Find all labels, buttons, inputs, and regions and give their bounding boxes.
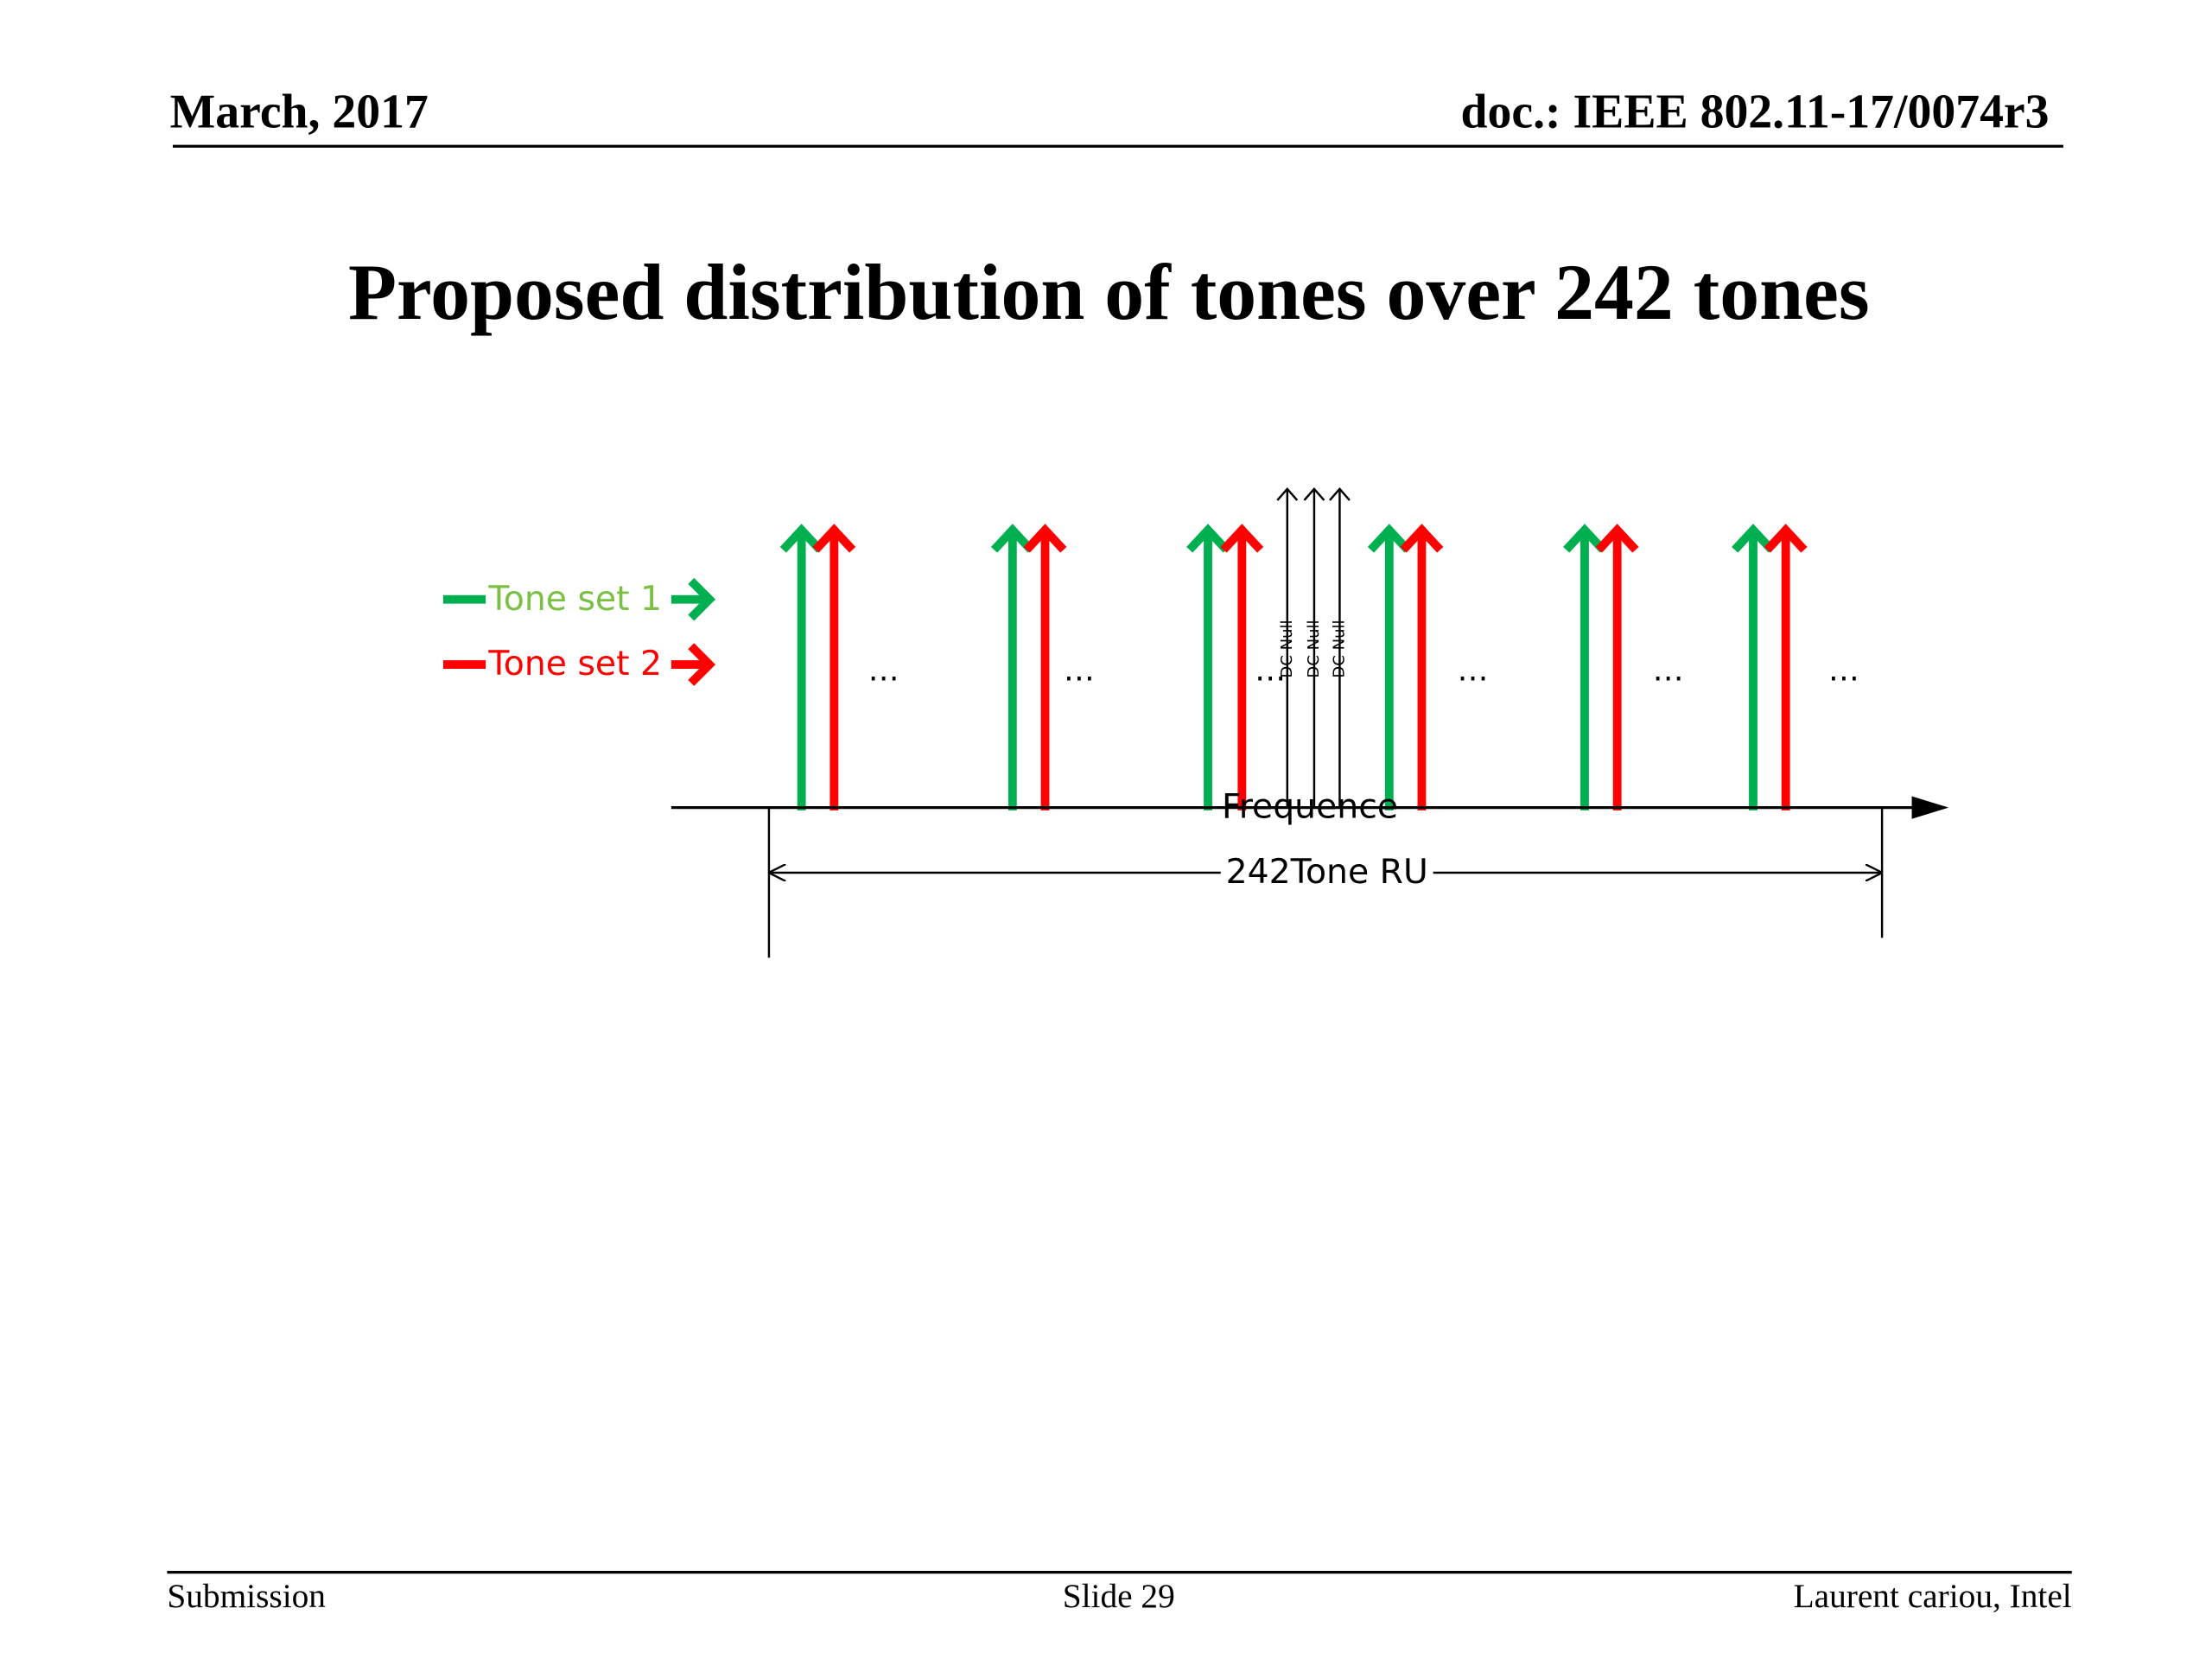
- tone-set-2-arrow: [1595, 524, 1639, 810]
- ellipsis: …: [1457, 652, 1488, 688]
- legend-label: Tone set 2: [487, 644, 662, 683]
- span-label: 242Tone RU: [1226, 852, 1428, 892]
- legend-arrow: [671, 643, 716, 686]
- dc-null-arrow: [1303, 486, 1325, 808]
- header-date: March, 2017: [170, 86, 429, 139]
- dc-null-label: DC Null: [1278, 620, 1296, 677]
- tone-set-2-arrow: [812, 524, 856, 810]
- ellipsis: …: [1064, 652, 1095, 688]
- dc-null-label: DC Null: [1305, 620, 1323, 677]
- axis-arrowhead: [1911, 796, 1949, 819]
- footer-right: Laurent cariou, Intel: [1794, 1577, 2072, 1615]
- tone-set-2-arrow: [1023, 524, 1067, 810]
- ellipsis: …: [1653, 652, 1684, 688]
- span-label-bg: [1220, 853, 1433, 893]
- header-doc: doc.: IEEE 802.11-17/0074r3: [1460, 86, 2049, 139]
- ellipsis: …: [868, 652, 899, 688]
- dc-null-arrow: [1329, 486, 1351, 808]
- tone-set-1-arrow: [1732, 524, 1775, 810]
- footer-left: Submission: [167, 1577, 326, 1615]
- legend: Tone set 1 Tone set 2: [442, 577, 716, 686]
- dc-null-arrow: [1276, 486, 1299, 808]
- legend-label: Tone set 1: [487, 579, 662, 619]
- tone-set-1-arrow: [779, 524, 823, 810]
- footer-center: Slide 29: [1063, 1577, 1175, 1615]
- tone-set-1-arrow: [1367, 524, 1411, 810]
- title: Proposed distribution of tones over 242 …: [348, 248, 1870, 336]
- axis-label: Frequence: [1222, 787, 1398, 827]
- legend-arrow: [671, 577, 716, 621]
- tone-set-1-arrow: [1563, 524, 1606, 810]
- tone-set-1-arrow: [990, 524, 1034, 810]
- tone-set-2-arrow: [1220, 524, 1264, 810]
- tone-set-2-arrow: [1400, 524, 1444, 810]
- tones: …………… …DC Null DC Null DC Null: [779, 486, 1859, 810]
- dc-null-label: DC Null: [1330, 620, 1348, 677]
- ellipsis: …: [1255, 652, 1286, 688]
- tone-set-2-arrow: [1764, 524, 1808, 810]
- ellipsis: …: [1828, 652, 1859, 688]
- tone-set-1-arrow: [1186, 524, 1230, 810]
